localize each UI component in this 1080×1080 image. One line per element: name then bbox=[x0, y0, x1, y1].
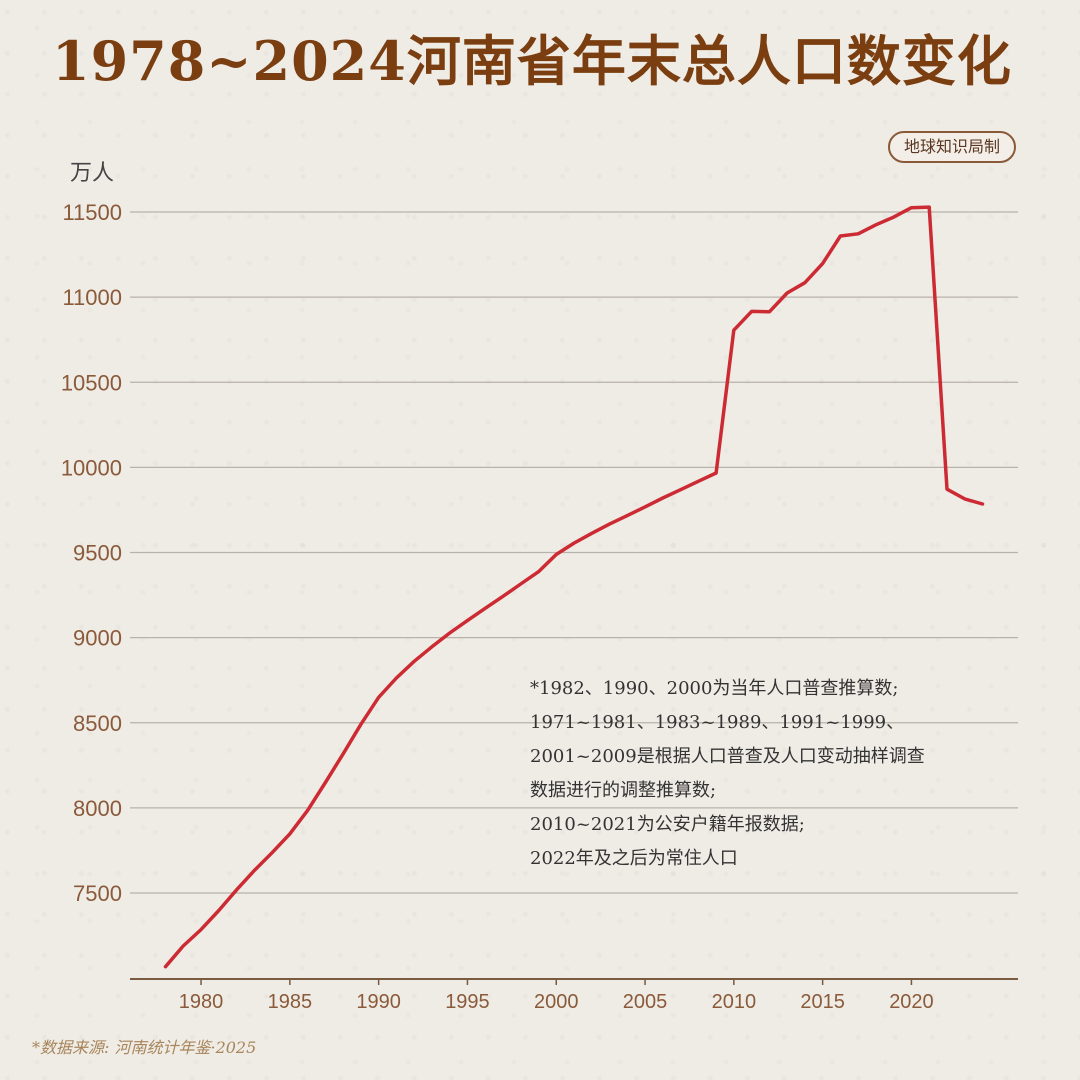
note-line: *1982、1990、2000为当年人口普查推算数; bbox=[530, 678, 899, 699]
page-title: 1978~2024河南省年末总人口数变化 bbox=[52, 29, 1012, 93]
x-tick-label: 1985 bbox=[268, 991, 313, 1013]
note-line: 数据进行的调整推算数; bbox=[530, 780, 717, 801]
note-line: 1971~1981、1983~1989、1991~1999、 bbox=[530, 712, 905, 733]
note-line: 2010~2021为公安户籍年报数据; bbox=[530, 814, 805, 835]
x-tick-label: 2005 bbox=[623, 991, 668, 1013]
x-tick-label: 2015 bbox=[800, 991, 845, 1013]
y-tick-label: 8500 bbox=[73, 711, 122, 736]
y-tick-label: 10500 bbox=[61, 370, 122, 395]
y-tick-label: 7500 bbox=[73, 881, 122, 906]
x-tick-label: 1995 bbox=[445, 991, 490, 1013]
y-tick-label: 11500 bbox=[62, 200, 122, 225]
author-badge: 地球知识局制 bbox=[888, 131, 1016, 163]
y-tick-label: 8000 bbox=[73, 796, 122, 821]
note-line: 2022年及之后为常住人口 bbox=[530, 848, 738, 869]
chart-notes: *1982、1990、2000为当年人口普查推算数; 1971~1981、198… bbox=[530, 672, 925, 876]
population-series-line bbox=[163, 205, 985, 969]
x-tick-label: 1980 bbox=[179, 991, 224, 1013]
note-line: 2001~2009是根据人口普查及人口变动抽样调查 bbox=[530, 746, 925, 767]
y-tick-label: 9500 bbox=[73, 541, 122, 566]
x-tick-label: 2000 bbox=[534, 991, 579, 1013]
y-tick-label: 11000 bbox=[62, 285, 122, 310]
x-tick-label: 2010 bbox=[712, 991, 757, 1013]
data-source: *数据来源: 河南统计年鉴·2025 bbox=[32, 1038, 257, 1057]
y-tick-label: 10000 bbox=[61, 455, 122, 480]
y-axis-unit: 万人 bbox=[70, 161, 115, 186]
x-tick-label: 2020 bbox=[889, 991, 934, 1013]
x-tick-label: 1990 bbox=[356, 991, 401, 1013]
y-tick-label: 9000 bbox=[73, 626, 122, 651]
